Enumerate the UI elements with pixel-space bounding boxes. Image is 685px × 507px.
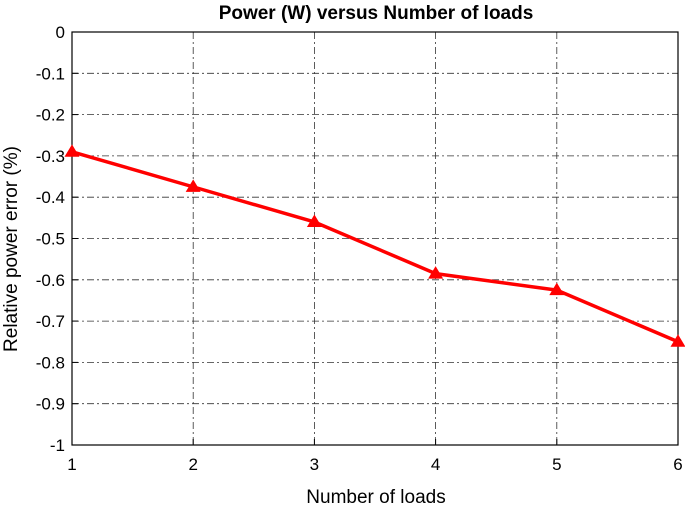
y-tick-label: -0.4 — [36, 188, 65, 207]
data-point-marker — [64, 144, 80, 157]
data-point-marker — [549, 282, 565, 296]
y-tick-label: 0 — [56, 23, 65, 42]
grid — [72, 32, 678, 445]
x-tick-label: 2 — [188, 455, 197, 474]
x-tick-label: 5 — [552, 455, 561, 474]
y-tick-label: -0.8 — [36, 353, 65, 372]
data-point-marker — [185, 179, 201, 192]
series-line — [71, 150, 679, 344]
y-tick-label: -0.3 — [36, 147, 65, 166]
x-tick-label: 6 — [673, 455, 682, 474]
y-tick-label: -0.5 — [36, 230, 65, 249]
series-layer — [64, 144, 685, 347]
x-axis-label: Number of loads — [306, 487, 445, 507]
y-tick-label: -1 — [50, 436, 65, 455]
y-tick-label: -0.1 — [36, 64, 65, 83]
y-axis-label: Relative power error (%) — [1, 146, 22, 352]
x-tick-label: 3 — [310, 455, 319, 474]
axis-ticks: 1 2 3 4 5 6 0 -0.1 -0.2 -0.3 -0.4 -0.5 -0.6 -0.7 -0.8 -… — [36, 23, 683, 474]
data-point-marker — [306, 214, 322, 228]
x-tick-label: 4 — [431, 455, 440, 474]
x-tick-label: 1 — [67, 455, 76, 474]
data-point-marker — [428, 266, 444, 279]
y-tick-label: -0.9 — [36, 395, 65, 414]
chart-title: Power (W) versus Number of loads — [219, 3, 534, 24]
y-tick-label: -0.6 — [36, 271, 65, 290]
y-tick-label: -0.2 — [36, 106, 65, 125]
y-tick-label: -0.7 — [36, 312, 65, 331]
data-point-marker — [670, 334, 685, 347]
